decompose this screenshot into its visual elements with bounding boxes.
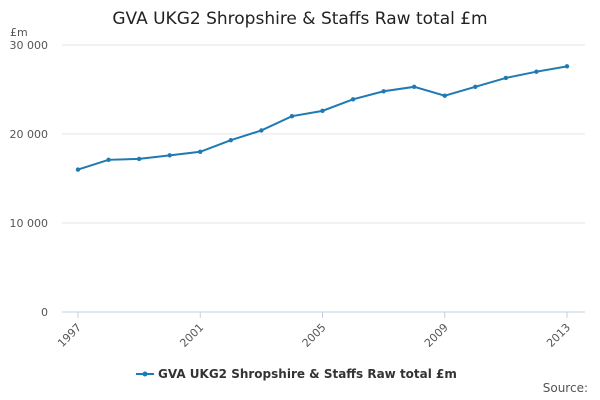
point bbox=[350, 97, 356, 102]
point bbox=[106, 157, 111, 163]
x-tick-label: 2001 bbox=[177, 321, 206, 350]
y-tick-label: 30 000 bbox=[10, 39, 49, 52]
legend-marker bbox=[142, 371, 148, 377]
point bbox=[228, 138, 234, 143]
point bbox=[136, 156, 142, 162]
point bbox=[534, 69, 539, 74]
point bbox=[564, 64, 570, 69]
point bbox=[289, 114, 295, 119]
y-tick-label: 10 000 bbox=[10, 217, 49, 230]
point bbox=[167, 153, 172, 158]
x-tick-label: 2013 bbox=[544, 321, 573, 350]
point bbox=[503, 75, 509, 81]
point bbox=[411, 84, 417, 90]
y-tick-label: 0 bbox=[41, 306, 48, 319]
x-tick-label: 2005 bbox=[300, 321, 329, 350]
y-axis-label: £m bbox=[10, 26, 28, 39]
chart-title: GVA UKG2 Shropshire & Staffs Raw total £… bbox=[112, 9, 487, 29]
x-tick-label: 2009 bbox=[422, 321, 451, 350]
point bbox=[259, 128, 264, 133]
point bbox=[320, 108, 325, 114]
point bbox=[198, 149, 203, 154]
x-tick-label: 1997 bbox=[55, 321, 84, 350]
point bbox=[442, 93, 447, 98]
point bbox=[381, 89, 386, 94]
line bbox=[77, 65, 568, 171]
source: Source: bbox=[543, 381, 588, 395]
legend-label: GVA UKG2 Shropshire & Staffs Raw total £… bbox=[158, 367, 457, 381]
point bbox=[75, 167, 81, 172]
y-tick-label: 20 000 bbox=[10, 128, 49, 141]
point bbox=[473, 84, 478, 90]
